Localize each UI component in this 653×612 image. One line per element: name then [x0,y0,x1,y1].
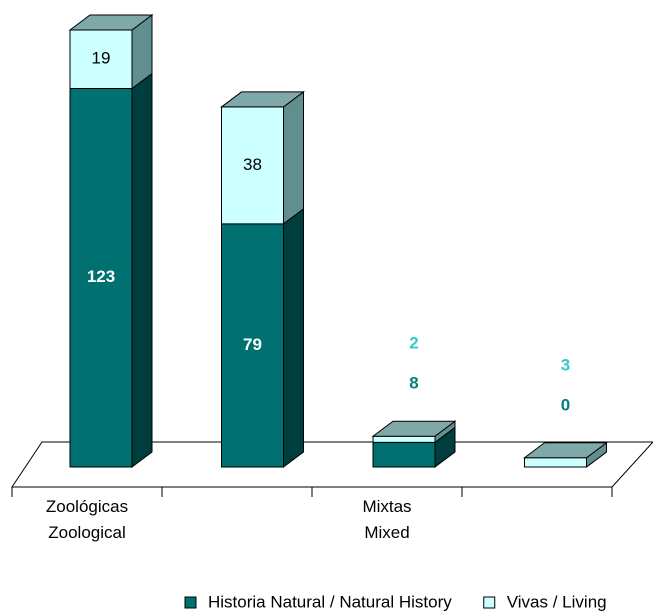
data-label: 2 [409,334,418,353]
bar-face [283,90,304,225]
data-label: 3 [561,355,570,374]
legend-text: Vivas / Living [507,592,607,611]
bar-segment [69,72,153,468]
legend-swatch [483,596,496,609]
x-tick-label: Zoológicas Zoological [45,497,129,542]
bar-segment [69,14,153,90]
data-label: 19 [92,49,111,68]
bar-segment [372,420,456,444]
x-axis-ticks [11,487,613,497]
bar-face [524,457,587,468]
bar-segment [221,207,304,468]
bar-face [283,207,304,468]
bar-face [372,435,436,443]
data-label: 123 [87,267,115,286]
bar-segment [221,90,304,225]
bar-segment [372,426,456,468]
bar-top [371,420,457,437]
legend-swatch [184,596,197,609]
bar-top [523,442,608,459]
data-label: 79 [243,335,262,354]
floor [11,441,653,488]
x-tick-label: Mixtas Mixed [362,497,412,542]
bar-face [372,441,436,468]
bar-face [131,72,153,468]
bar-top [220,91,305,108]
data-label: 0 [561,395,570,414]
bar-top [68,14,154,31]
data-label: 38 [243,155,262,174]
legend-text: Historia Natural / Natural History [208,592,452,611]
data-label: 8 [409,374,418,393]
